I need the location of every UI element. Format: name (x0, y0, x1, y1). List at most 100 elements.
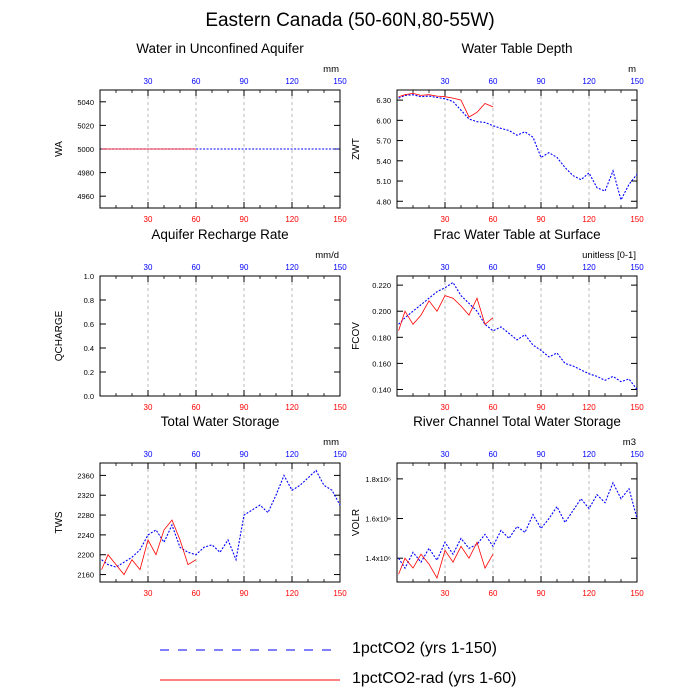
volr-units-label: m3 (623, 437, 636, 448)
tws-xtick-label-top: 30 (144, 450, 153, 459)
volr-ytick-label: 1.4x10⁶ (365, 554, 391, 563)
fcov-panel-title: Frac Water Table at Surface (433, 227, 600, 242)
volr-plot-frame (396, 462, 638, 583)
tws-ytick-label: 2280 (77, 511, 94, 520)
fcov-ytick-label: 0.140 (372, 385, 391, 394)
tws-xtick-label-top: 60 (192, 450, 201, 459)
zwt-ytick-label: 4.80 (376, 197, 391, 206)
wa-xtick-label-top: 120 (285, 77, 299, 86)
fcov-xtick-label-bottom: 60 (489, 403, 498, 412)
tws-xtick-label-top: 90 (240, 450, 249, 459)
wa-xtick-label-bottom: 90 (240, 215, 249, 224)
volr-xtick-label-bottom: 90 (537, 589, 546, 598)
fcov-xtick-label-top: 60 (489, 263, 498, 272)
wa-ytick-label: 5040 (77, 98, 94, 107)
fcov-xtick-label-bottom: 30 (441, 403, 450, 412)
wa-xtick-label-top: 60 (192, 77, 201, 86)
tws-ytick-label: 2360 (77, 471, 94, 480)
tws-ylabel: TWS (54, 511, 65, 534)
wa-units-label: mm (323, 64, 339, 75)
wa-ytick-label: 5000 (77, 145, 94, 154)
tws-series-1pctco2 (101, 469, 341, 568)
wa-ytick-label: 4960 (77, 192, 94, 201)
qcharge-xtick-label-top: 90 (240, 263, 249, 272)
tws-xtick-label-top: 150 (333, 450, 347, 459)
volr-panel-title: River Channel Total Water Storage (413, 414, 621, 429)
tws-xtick-label-top: 120 (285, 450, 299, 459)
fcov-plot-frame (396, 275, 638, 397)
tws-units-label: mm (323, 437, 339, 448)
zwt-series-1pctco2 (398, 94, 638, 202)
fcov-xtick-label-bottom: 120 (582, 403, 596, 412)
tws-xtick-label-bottom: 90 (240, 589, 249, 598)
wa-xtick-label-bottom: 120 (285, 215, 299, 224)
volr-xtick-label-bottom: 150 (630, 589, 644, 598)
qcharge-units-label: mm/d (315, 250, 339, 261)
wa-ytick-label: 5020 (77, 121, 94, 130)
zwt-ytick-label: 5.70 (376, 137, 391, 146)
volr-xtick-label-bottom: 120 (582, 589, 596, 598)
zwt-xtick-label-bottom: 90 (537, 215, 546, 224)
fcov-ytick-label: 0.160 (372, 359, 391, 368)
zwt-ytick-label: 5.40 (376, 157, 391, 166)
wa-xtick-label-bottom: 30 (144, 215, 153, 224)
qcharge-xtick-label-bottom: 90 (240, 403, 249, 412)
wa-xtick-label-bottom: 60 (192, 215, 201, 224)
qcharge-xtick-label-bottom: 60 (192, 403, 201, 412)
zwt-xtick-label-bottom: 30 (441, 215, 450, 224)
fcov-ytick-label: 0.220 (372, 281, 391, 290)
tws-xtick-label-bottom: 30 (144, 589, 153, 598)
volr-xtick-label-top: 150 (630, 450, 644, 459)
volr-xtick-label-top: 90 (537, 450, 546, 459)
fcov-series-1pctco2 (398, 281, 638, 390)
tws-series-1pctco2-rad (101, 519, 197, 576)
volr-xtick-label-top: 120 (582, 450, 596, 459)
tws-ytick-label: 2160 (77, 571, 94, 580)
zwt-ytick-label: 5.10 (376, 177, 391, 186)
tws-xtick-label-bottom: 150 (333, 589, 347, 598)
tws-ytick-label: 2200 (77, 551, 94, 560)
volr-series-1pctco2-rad (398, 541, 494, 580)
volr-ytick-label: 1.6x10⁶ (365, 515, 391, 524)
wa-panel-title: Water in Unconfined Aquifer (136, 41, 304, 56)
qcharge-xtick-label-bottom: 120 (285, 403, 299, 412)
zwt-xtick-label-bottom: 120 (582, 215, 596, 224)
zwt-xtick-label-top: 150 (630, 77, 644, 86)
zwt-xtick-label-bottom: 150 (630, 215, 644, 224)
zwt-ytick-label: 6.00 (376, 116, 391, 125)
zwt-ylabel: ZWT (351, 138, 362, 160)
fcov-xtick-label-top: 120 (582, 263, 596, 272)
zwt-xtick-label-top: 120 (582, 77, 596, 86)
fcov-ytick-label: 0.200 (372, 307, 391, 316)
volr-series-1pctco2 (398, 481, 638, 570)
volr-ylabel: VOLR (351, 509, 362, 536)
volr-ytick-label: 1.8x10⁶ (365, 475, 391, 484)
fcov-ylabel: FCOV (351, 322, 362, 350)
qcharge-ytick-label: 0.8 (84, 296, 94, 305)
volr-xtick-label-top: 60 (489, 450, 498, 459)
wa-xtick-label-top: 150 (333, 77, 347, 86)
qcharge-panel-title: Aquifer Recharge Rate (151, 227, 288, 242)
wa-xtick-label-top: 90 (240, 77, 249, 86)
qcharge-ytick-label: 0.6 (84, 320, 94, 329)
legend-label-1pctco2: 1pctCO2 (yrs 1-150) (352, 640, 497, 657)
volr-xtick-label-top: 30 (441, 450, 450, 459)
fcov-xtick-label-bottom: 90 (537, 403, 546, 412)
zwt-xtick-label-top: 30 (441, 77, 450, 86)
figure-title: Eastern Canada (50-60N,80-55W) (205, 10, 495, 31)
fcov-xtick-label-top: 30 (441, 263, 450, 272)
tws-xtick-label-bottom: 60 (192, 589, 201, 598)
wa-ytick-label: 4980 (77, 169, 94, 178)
fcov-xtick-label-top: 90 (537, 263, 546, 272)
fcov-xtick-label-top: 150 (630, 263, 644, 272)
qcharge-xtick-label-top: 150 (333, 263, 347, 272)
qcharge-ytick-label: 0.2 (84, 368, 94, 377)
tws-ytick-label: 2240 (77, 531, 94, 540)
zwt-panel-title: Water Table Depth (461, 41, 572, 56)
wa-ylabel: WA (54, 141, 65, 157)
fcov-units-label: unitless [0-1] (582, 250, 636, 261)
fcov-xtick-label-bottom: 150 (630, 403, 644, 412)
zwt-units-label: m (628, 64, 636, 75)
legend-label-1pctco2-rad: 1pctCO2-rad (yrs 1-60) (352, 670, 517, 687)
